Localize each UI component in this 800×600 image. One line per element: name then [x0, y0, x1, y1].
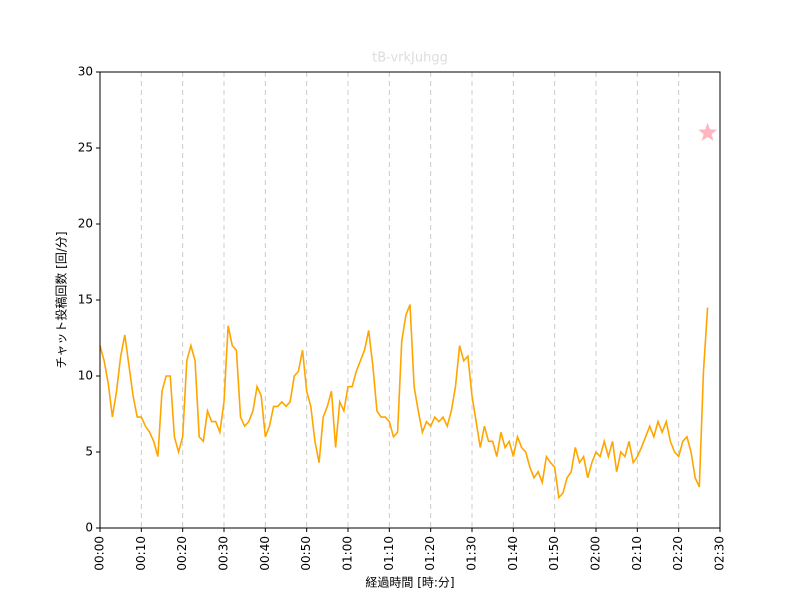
x-tick-label: 01:10 [382, 536, 396, 571]
x-tick-label: 01:40 [506, 536, 520, 571]
x-tick-label: 02:10 [630, 536, 644, 571]
x-tick-label: 01:20 [423, 536, 437, 571]
x-tick-label: 00:00 [93, 536, 107, 571]
y-tick-label: 5 [85, 445, 93, 459]
y-tick-label: 20 [78, 217, 93, 231]
x-tick-label: 00:40 [258, 536, 272, 571]
y-tick-label: 15 [78, 293, 93, 307]
y-tick-label: 10 [78, 369, 93, 383]
x-tick-label: 00:50 [299, 536, 313, 571]
y-axis-label: チャット投稿回数 [回/分] [54, 231, 69, 368]
x-tick-label: 00:10 [134, 536, 148, 571]
y-tick-label: 30 [78, 65, 93, 79]
plot-frame [99, 71, 721, 529]
x-tick-label: 02:30 [713, 536, 727, 571]
x-tick-label: 02:00 [589, 536, 603, 571]
x-axis-label: 経過時間 [時:分] [365, 576, 454, 590]
data-line [99, 304, 709, 500]
x-tick-label: 02:20 [671, 536, 685, 571]
y-tick-label: 25 [78, 141, 93, 155]
x-tick-label: 00:20 [175, 536, 189, 571]
chart-title: tB-vrkJuhgg [372, 51, 448, 66]
star-marker [698, 122, 718, 141]
y-tick-label: 0 [85, 521, 93, 535]
x-tick-label: 01:00 [341, 536, 355, 571]
x-tick-label: 00:30 [217, 536, 231, 571]
x-tick-label: 01:30 [465, 536, 479, 571]
x-tick-label: 01:50 [547, 536, 561, 571]
